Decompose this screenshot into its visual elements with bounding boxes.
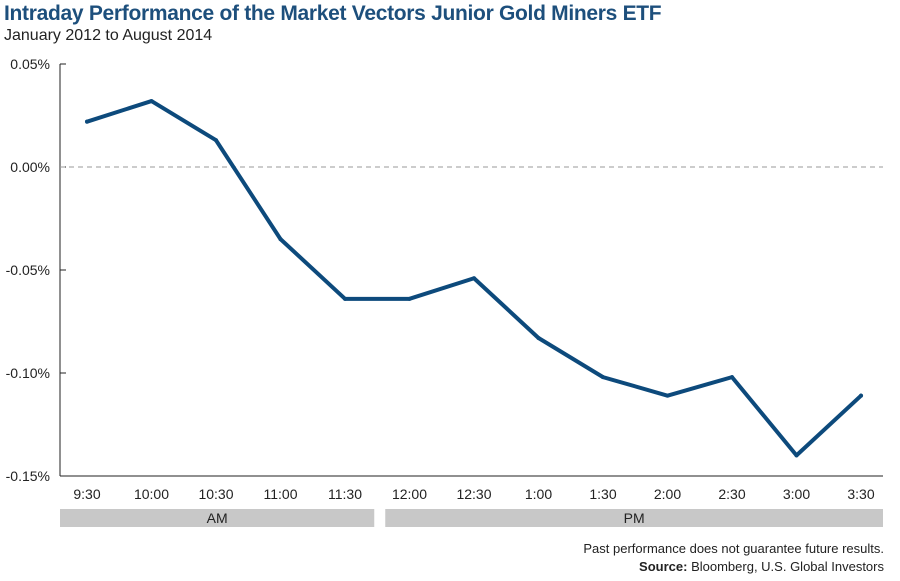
session-band-label: AM <box>207 510 228 526</box>
x-tick-label: 2:00 <box>654 486 681 502</box>
source-label: Source: <box>639 559 688 574</box>
x-tick-label: 1:00 <box>525 486 552 502</box>
data-point <box>536 335 541 340</box>
y-tick-label: -0.05% <box>6 262 50 278</box>
data-point <box>859 393 863 398</box>
disclaimer-note: Past performance does not guarantee futu… <box>583 541 884 556</box>
data-point <box>601 375 605 380</box>
data-point <box>794 453 799 458</box>
y-tick-label: 0.00% <box>10 159 50 175</box>
data-point <box>665 393 670 398</box>
x-tick-label: 3:00 <box>783 486 810 502</box>
data-point <box>730 375 734 380</box>
x-tick-label: 1:30 <box>589 486 616 502</box>
y-tick-label: 0.05% <box>10 56 50 72</box>
x-tick-label: 9:30 <box>73 486 100 502</box>
line-chart: 0.05% 0.00% -0.05% -0.10% -0.15% 9:30 10:00 10:… <box>6 56 883 527</box>
y-tick-label: -0.10% <box>6 365 50 381</box>
data-point <box>278 237 283 242</box>
x-tick-label: 11:00 <box>264 486 298 502</box>
source-text: Bloomberg, U.S. Global Investors <box>691 559 884 574</box>
data-point <box>85 119 89 124</box>
data-point <box>472 276 476 281</box>
session-band-pm <box>385 509 883 527</box>
source-note: Source: Bloomberg, U.S. Global Investors <box>639 559 884 574</box>
chart-subtitle: January 2012 to August 2014 <box>4 27 213 44</box>
data-point <box>149 99 154 104</box>
session-band-am <box>60 509 375 527</box>
x-tick-label: 10:00 <box>134 486 169 502</box>
x-tick-label: 2:30 <box>718 486 745 502</box>
data-point <box>343 296 347 301</box>
x-tick-label: 3:30 <box>847 486 874 502</box>
x-tick-label: 10:30 <box>198 486 233 502</box>
chart-title: Intraday Performance of the Market Vecto… <box>4 2 662 25</box>
data-point <box>407 296 412 301</box>
data-point <box>214 138 218 143</box>
session-band-label: PM <box>624 510 645 526</box>
x-tick-label: 12:30 <box>456 486 491 502</box>
y-tick-label: -0.15% <box>6 468 50 484</box>
x-tick-label: 12:00 <box>392 486 427 502</box>
x-tick-label: 11:30 <box>328 486 362 502</box>
